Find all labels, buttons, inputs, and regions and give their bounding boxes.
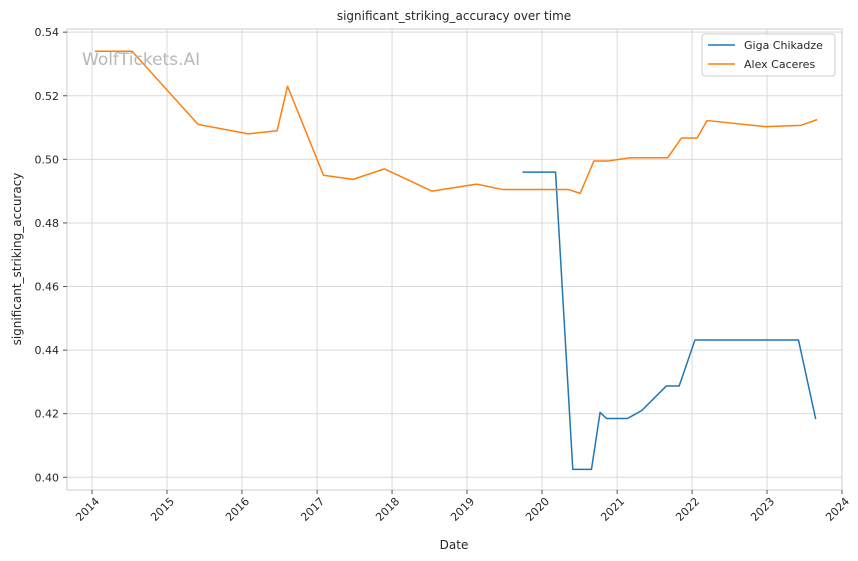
y-tick-label: 0.52 [35,90,60,103]
x-axis-label: Date [440,538,469,552]
legend-box [701,33,836,77]
chart-title: significant_striking_accuracy over time [337,9,571,23]
y-axis-label: significant_striking_accuracy [10,173,24,346]
y-tick-label: 0.48 [35,217,60,230]
series-layer [94,50,818,471]
y-tick-label: 0.42 [35,408,60,421]
y-axis-ticks: 0.40 0.42 0.44 0.46 0.48 0.50 0.52 0.54 [35,26,67,484]
y-tick-label: 0.54 [35,26,60,39]
plot-frame [66,28,843,491]
legend: Giga Chikadze Alex Caceres [701,33,836,77]
series-line-1 [94,50,818,195]
y-tick-label: 0.40 [35,471,60,484]
y-tick-label: 0.50 [35,153,60,166]
y-tick-label: 0.46 [35,281,60,294]
legend-label-0: Giga Chikadze [744,39,823,52]
y-tick-label: 0.44 [35,344,60,357]
series-line-0 [522,171,817,471]
watermark: WolfTickets.AI [82,50,200,70]
legend-label-1: Alex Caceres [744,58,815,71]
